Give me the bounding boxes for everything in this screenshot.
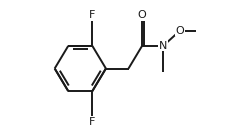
Text: O: O — [137, 10, 146, 20]
Text: F: F — [89, 117, 95, 127]
Text: F: F — [89, 10, 95, 20]
Text: O: O — [175, 26, 184, 36]
Text: N: N — [158, 41, 167, 51]
